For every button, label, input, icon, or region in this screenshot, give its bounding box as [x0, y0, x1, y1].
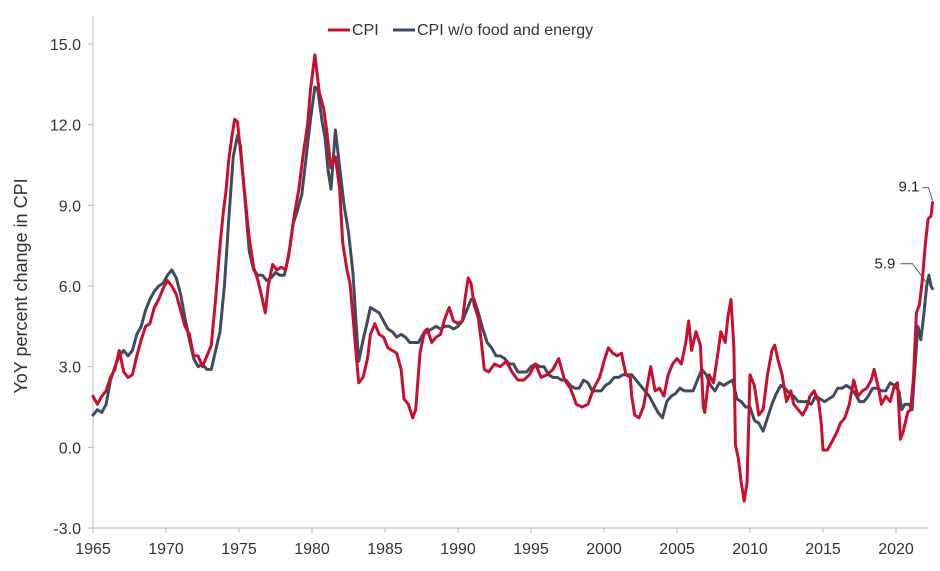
y-tick-label: 15.0 [50, 37, 81, 54]
legend-label-cpi: CPI [352, 22, 379, 39]
annotations: 9.1 5.9 [875, 179, 933, 283]
x-tick-label: 2015 [805, 541, 841, 558]
annotation-cpi-latest: 9.1 [899, 179, 920, 196]
y-tick-label: 6.0 [59, 279, 81, 296]
series-cpi-line [91, 53, 934, 503]
legend-label-core-cpi: CPI w/o food and energy [417, 22, 593, 39]
x-tick-label: 2010 [732, 541, 768, 558]
axes [92, 16, 928, 529]
y-axis-title: YoY percent change in CPI [11, 178, 31, 393]
y-tick-label: 3.0 [59, 360, 81, 377]
legend: CPI CPI w/o food and energy [328, 22, 593, 39]
x-tick-label: 1985 [367, 541, 403, 558]
y-tick-label: -3.0 [53, 521, 81, 538]
x-tick-label: 2000 [586, 541, 622, 558]
annotation-core-cpi-latest: 5.9 [875, 256, 896, 273]
x-tick-label: 1975 [221, 541, 257, 558]
x-tick-label: 1970 [148, 541, 184, 558]
annotation-core-cpi-leader [900, 263, 927, 283]
x-tick-labels: 1965 1970 1975 1980 1985 1990 1995 2000 2005 2010… [75, 528, 914, 558]
y-tick-label: 0.0 [59, 440, 81, 457]
x-tick-label: 1980 [294, 541, 330, 558]
y-tick-labels: 15.0 12.0 9.0 6.0 3.0 0.0 -3.0 [50, 37, 93, 538]
x-tick-label: 1965 [75, 541, 111, 558]
x-tick-label: 2005 [659, 541, 695, 558]
annotation-cpi-leader [922, 187, 933, 201]
x-tick-label: 2020 [878, 541, 914, 558]
x-tick-label: 1990 [440, 541, 476, 558]
y-tick-label: 12.0 [50, 118, 81, 135]
x-tick-label: 1995 [513, 541, 549, 558]
series-lines [91, 53, 934, 503]
y-tick-label: 9.0 [59, 198, 81, 215]
